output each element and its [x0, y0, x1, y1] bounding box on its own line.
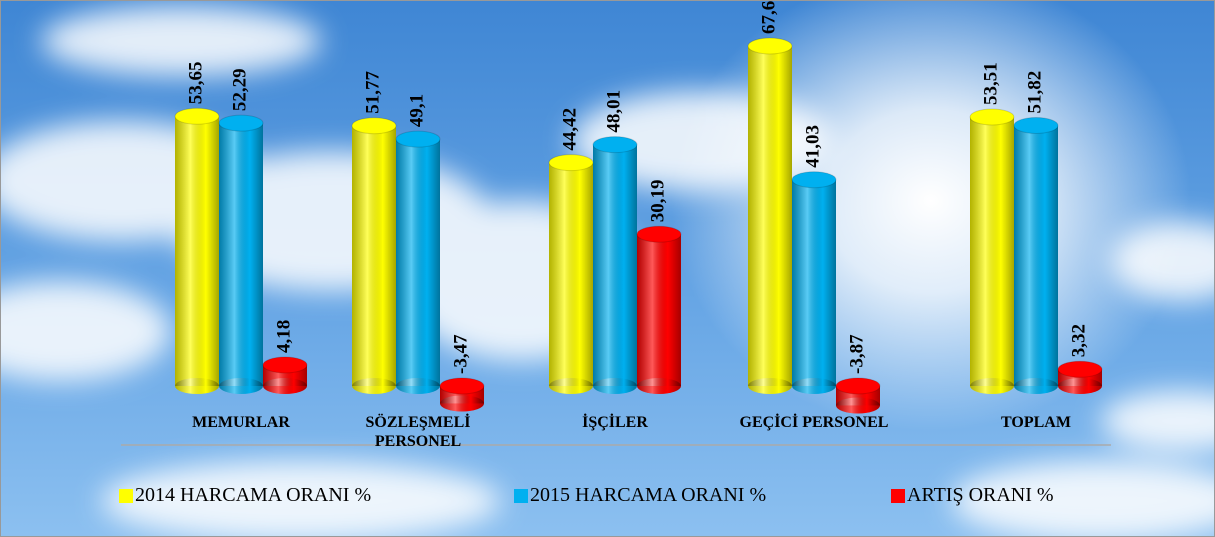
bar-shade [175, 116, 219, 387]
bar-shade-bottom [396, 378, 440, 394]
x-tick-label: İŞÇİLER [582, 414, 648, 431]
data-label: 51,77 [362, 70, 383, 113]
data-label: 53,51 [980, 62, 1001, 105]
bar-shade [219, 123, 263, 386]
bar-shade-bottom [440, 395, 484, 412]
bar-shade [352, 125, 396, 386]
legend-item: ARTIŞ ORANI % [891, 484, 1054, 507]
x-tick-label: GEÇİCİ PERSONEL [739, 414, 889, 431]
x-tick-label: MEMURLAR [192, 414, 290, 431]
bar-shade-bottom [637, 378, 681, 394]
data-label: -3,47 [450, 334, 471, 374]
bar-cap [395, 130, 441, 148]
bar-shade [637, 234, 681, 386]
legend-label: ARTIŞ ORANI % [907, 484, 1054, 506]
data-label: 53,65 [185, 62, 206, 105]
legend-label: 2014 HARCAMA ORANI % [135, 484, 372, 506]
data-label: 67,63 [758, 1, 779, 34]
bar-shade-bottom [1014, 378, 1058, 394]
bar-shade-bottom [1058, 378, 1102, 394]
legend-label: 2015 HARCAMA ORANI % [530, 484, 767, 506]
bar-cap [1057, 360, 1103, 378]
bar-shade-bottom [792, 378, 836, 394]
bar-shade-bottom [593, 378, 637, 394]
bar-shade [970, 116, 1014, 386]
bar-cap [636, 225, 682, 243]
bar-shade-bottom [352, 378, 396, 394]
bar-shade-bottom [549, 378, 593, 394]
data-label: 41,03 [802, 125, 823, 168]
bar-shade-bottom [175, 378, 219, 394]
data-label: 3,32 [1068, 324, 1089, 357]
legend-swatch [891, 488, 905, 503]
bar-shade [396, 139, 440, 386]
bar-cap [351, 117, 397, 135]
legend-swatch [514, 488, 528, 503]
data-label: 48,01 [603, 90, 624, 133]
x-tick-label: SÖZLEŞMELİ PERSONEL [365, 414, 471, 450]
bar-shade-bottom [748, 378, 792, 394]
legend-item: 2015 HARCAMA ORANI % [514, 484, 766, 507]
data-label: 51,82 [1024, 71, 1045, 114]
data-label: -3,87 [846, 334, 867, 374]
bar-cap [174, 107, 220, 125]
bar-shade [1014, 125, 1058, 386]
bar-shade-bottom [219, 378, 263, 394]
bar-shade-bottom [263, 378, 307, 394]
bar-cap [262, 356, 308, 374]
bar-shade [792, 179, 836, 386]
bar-cap [835, 377, 881, 395]
legend-swatch [119, 488, 133, 503]
bar-cap [548, 154, 594, 172]
bar-shade [748, 46, 792, 386]
bar-cap [1013, 116, 1059, 134]
bar-cap [439, 377, 485, 395]
data-label: 44,42 [559, 108, 580, 151]
bar-cap [592, 136, 638, 154]
bar-shade [549, 162, 593, 386]
legend-item: 2014 HARCAMA ORANI % [119, 484, 371, 507]
bar-cap [747, 37, 793, 55]
bar-cap [791, 171, 837, 189]
bar-shade [593, 144, 637, 386]
data-label: 49,1 [406, 94, 427, 127]
bar-cap [218, 114, 264, 132]
x-tick-label: TOPLAM [1001, 414, 1071, 431]
bar-shade-bottom [836, 397, 880, 414]
data-label: 30,19 [647, 179, 668, 222]
bar-cap [969, 108, 1015, 126]
data-label: 4,18 [273, 320, 294, 353]
bar-shade-bottom [970, 378, 1014, 394]
data-label: 52,29 [229, 68, 250, 111]
